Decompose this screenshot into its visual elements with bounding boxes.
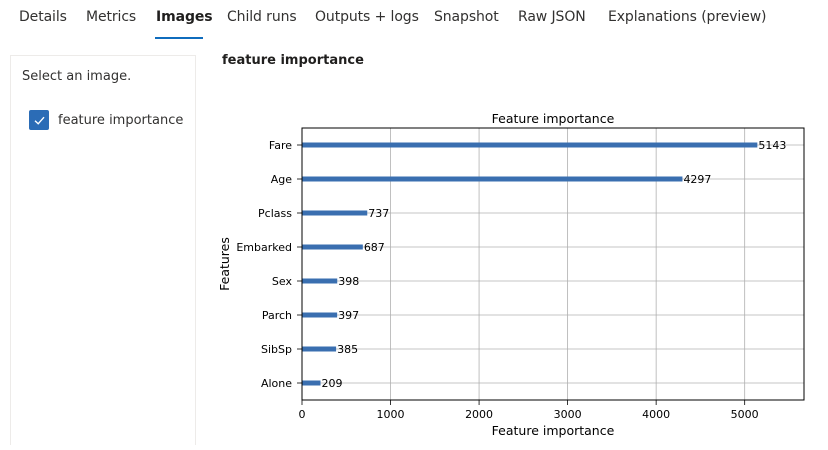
category-label: Parch — [262, 309, 292, 322]
image-option-label: feature importance — [58, 112, 184, 128]
bar — [302, 380, 321, 386]
bar — [302, 244, 363, 250]
category-label: Sex — [272, 275, 293, 288]
bar — [302, 346, 337, 352]
tab-details[interactable]: Details — [19, 9, 67, 25]
bar — [302, 312, 338, 318]
bar — [302, 176, 683, 182]
image-checkbox[interactable] — [29, 110, 49, 130]
bar-value-label: 4297 — [683, 173, 711, 186]
plot-frame — [301, 127, 805, 401]
x-tick-label: 1000 — [377, 408, 405, 421]
tab-bar: Details Metrics Images Child runs Output… — [0, 0, 828, 40]
tab-raw-json[interactable]: Raw JSON — [518, 9, 586, 25]
bar — [302, 210, 368, 216]
bar — [302, 142, 758, 148]
active-tab-indicator — [155, 37, 203, 39]
image-selector-panel: Select an image. feature importance — [10, 55, 196, 445]
category-label: Fare — [269, 139, 292, 152]
chart-title: Feature importance — [492, 111, 615, 126]
category-label: Age — [271, 173, 293, 186]
image-option-feature-importance[interactable]: feature importance — [29, 109, 183, 131]
x-tick-label: 4000 — [642, 408, 670, 421]
category-label: Embarked — [236, 241, 292, 254]
x-tick-label: 5000 — [731, 408, 759, 421]
bar-value-label: 737 — [368, 207, 389, 220]
bar-value-label: 687 — [364, 241, 385, 254]
x-tick-label: 0 — [299, 408, 306, 421]
x-tick-label: 3000 — [554, 408, 582, 421]
tab-snapshot[interactable]: Snapshot — [434, 9, 499, 25]
select-image-label: Select an image. — [22, 69, 132, 84]
bar-value-label: 397 — [338, 309, 359, 322]
tab-explanations[interactable]: Explanations (preview) — [608, 9, 767, 25]
bar-value-label: 5143 — [758, 139, 786, 152]
category-label: Alone — [261, 377, 292, 390]
checkmark-icon — [34, 116, 45, 125]
feature-importance-chart: 5143 Fare 4297 Age 737 Pclass 687 Embarked 398 Se… — [217, 111, 805, 438]
bar-value-label: 398 — [338, 275, 359, 288]
y-axis-label: Features — [217, 237, 232, 291]
tab-outputs-logs[interactable]: Outputs + logs — [315, 9, 419, 25]
bar — [302, 278, 338, 284]
category-label: Pclass — [258, 207, 292, 220]
tab-images[interactable]: Images — [156, 9, 213, 25]
category-label: SibSp — [261, 343, 292, 356]
bar-value-label: 209 — [322, 377, 343, 390]
tab-metrics[interactable]: Metrics — [86, 9, 137, 25]
x-tick-label: 2000 — [465, 408, 493, 421]
x-axis-label: Feature importance — [492, 423, 615, 438]
image-heading: feature importance — [222, 53, 364, 68]
bar-value-label: 385 — [337, 343, 358, 356]
tab-child-runs[interactable]: Child runs — [227, 9, 297, 25]
